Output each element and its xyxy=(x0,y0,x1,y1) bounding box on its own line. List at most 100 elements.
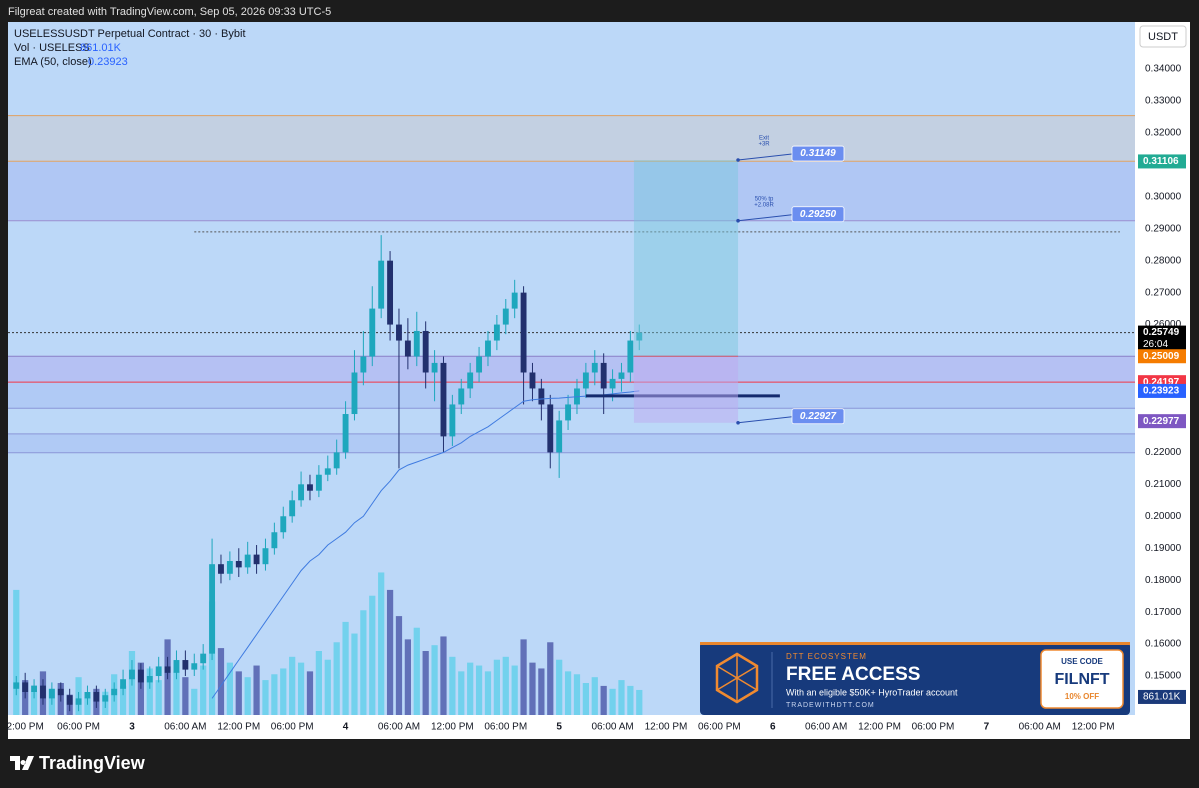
candle-body xyxy=(84,691,91,699)
candle-body xyxy=(538,388,545,405)
price-tag xyxy=(1138,383,1186,398)
candle-body xyxy=(493,324,500,341)
volume-bar xyxy=(618,680,625,715)
candle-body xyxy=(520,292,527,373)
volume-bar xyxy=(280,668,287,715)
volume-bar xyxy=(84,697,91,715)
candle-body xyxy=(342,414,349,453)
ema-name: EMA (50, close) xyxy=(14,56,92,68)
y-tick-label: 0.32000 xyxy=(1145,128,1182,139)
candle-body xyxy=(627,340,634,373)
x-tick-label: 06:00 PM xyxy=(57,722,100,733)
header: Filgreat created with TradingView.com, S… xyxy=(8,6,331,18)
volume-bar xyxy=(155,680,162,715)
price-tag xyxy=(1138,325,1186,352)
candle-body xyxy=(235,561,242,568)
volume-bar xyxy=(413,627,420,715)
volume-bar xyxy=(556,659,563,715)
candle-body xyxy=(57,688,64,696)
y-tick-label: 0.30000 xyxy=(1145,191,1182,202)
volume-bar xyxy=(351,633,358,715)
volume-bar xyxy=(502,656,509,715)
x-tick-label: 12:00 PM xyxy=(431,722,474,733)
candle-body xyxy=(262,548,269,565)
x-tick-label: 6 xyxy=(770,722,776,733)
volume-bar xyxy=(342,621,349,715)
target-box xyxy=(791,408,845,425)
ad-code: FILNFT xyxy=(1054,671,1109,688)
candle-body xyxy=(209,564,216,654)
y-tick-label: 0.19000 xyxy=(1145,543,1182,554)
ad-bg xyxy=(700,642,1130,715)
x-tick-label: 12:00 PM xyxy=(1072,722,1115,733)
volume-bar xyxy=(529,662,536,715)
candle-body xyxy=(467,372,474,389)
price-tag-label: 0.22977 xyxy=(1143,416,1180,427)
target-dot xyxy=(736,420,740,425)
y-tick-label: 0.29000 xyxy=(1145,223,1182,234)
volume-bar xyxy=(333,642,340,715)
volume-bar xyxy=(324,659,331,715)
x-tick-label: 12:00 PM xyxy=(858,722,901,733)
candle-body xyxy=(618,372,625,379)
y-tick-label: 0.33000 xyxy=(1145,96,1182,107)
candle-body xyxy=(102,695,109,702)
target-label: 0.22927 xyxy=(800,411,837,422)
volume-bar xyxy=(30,691,38,715)
price-tag-sub: 26:04 xyxy=(1143,339,1168,350)
volume-bar xyxy=(226,662,233,715)
x-tick-label: 4 xyxy=(343,722,349,733)
x-tick-label: 06:00 PM xyxy=(271,722,314,733)
candle-body xyxy=(66,695,73,705)
ema-value: 0.23923 xyxy=(88,56,128,68)
candle-body xyxy=(146,676,153,683)
candles xyxy=(13,235,643,712)
y-tick-label: 0.34000 xyxy=(1145,64,1182,75)
volume-bar xyxy=(511,665,518,715)
candle-body xyxy=(502,308,509,325)
volume-bar xyxy=(253,665,260,715)
candle-body xyxy=(111,688,118,696)
target-leader xyxy=(738,153,793,161)
ad-headline: FREE ACCESS xyxy=(786,664,920,685)
volume-bar xyxy=(369,595,376,715)
candle-body xyxy=(226,561,233,574)
volume-bar xyxy=(297,662,305,715)
zones xyxy=(8,115,1135,454)
profit-area xyxy=(633,160,739,357)
time-axis-bg xyxy=(8,715,1190,739)
candle-body xyxy=(164,666,171,673)
ad-logo-lines xyxy=(716,654,758,702)
volume-bar xyxy=(386,589,394,715)
volume-bar xyxy=(244,677,251,715)
volume-bar xyxy=(271,674,278,715)
target-label: 0.29250 xyxy=(800,209,837,220)
volume-bar xyxy=(182,677,189,715)
candle-body xyxy=(476,356,483,373)
target-note: 50% tp xyxy=(755,196,774,202)
y-tick-label: 0.21000 xyxy=(1145,479,1182,490)
target-dot xyxy=(736,218,740,223)
volume-bar xyxy=(289,656,296,715)
candle-body xyxy=(22,682,29,692)
candle-body xyxy=(75,698,82,705)
overlays: 0.31149 Exit+3R 0.29250 50% tp+2.08R 0.22927 xyxy=(194,136,1120,425)
candle-body xyxy=(244,554,251,568)
x-tick-label: 06:00 AM xyxy=(591,722,633,733)
y-tick-label: 0.18000 xyxy=(1145,575,1182,586)
volume-tag-label: 861.01K xyxy=(1143,692,1181,703)
candle-body xyxy=(31,685,38,692)
price-tag xyxy=(1138,414,1186,429)
candle-body xyxy=(13,682,20,689)
volume-bar xyxy=(235,671,242,715)
ad-code-box xyxy=(1040,649,1124,709)
candle-body xyxy=(378,260,385,309)
ad-site: TRADEWITHDTT.COM xyxy=(786,702,875,709)
price-tag xyxy=(1138,349,1186,364)
candle-body xyxy=(271,532,278,549)
y-tick-label: 0.15000 xyxy=(1145,671,1182,682)
candle-body xyxy=(600,362,607,389)
